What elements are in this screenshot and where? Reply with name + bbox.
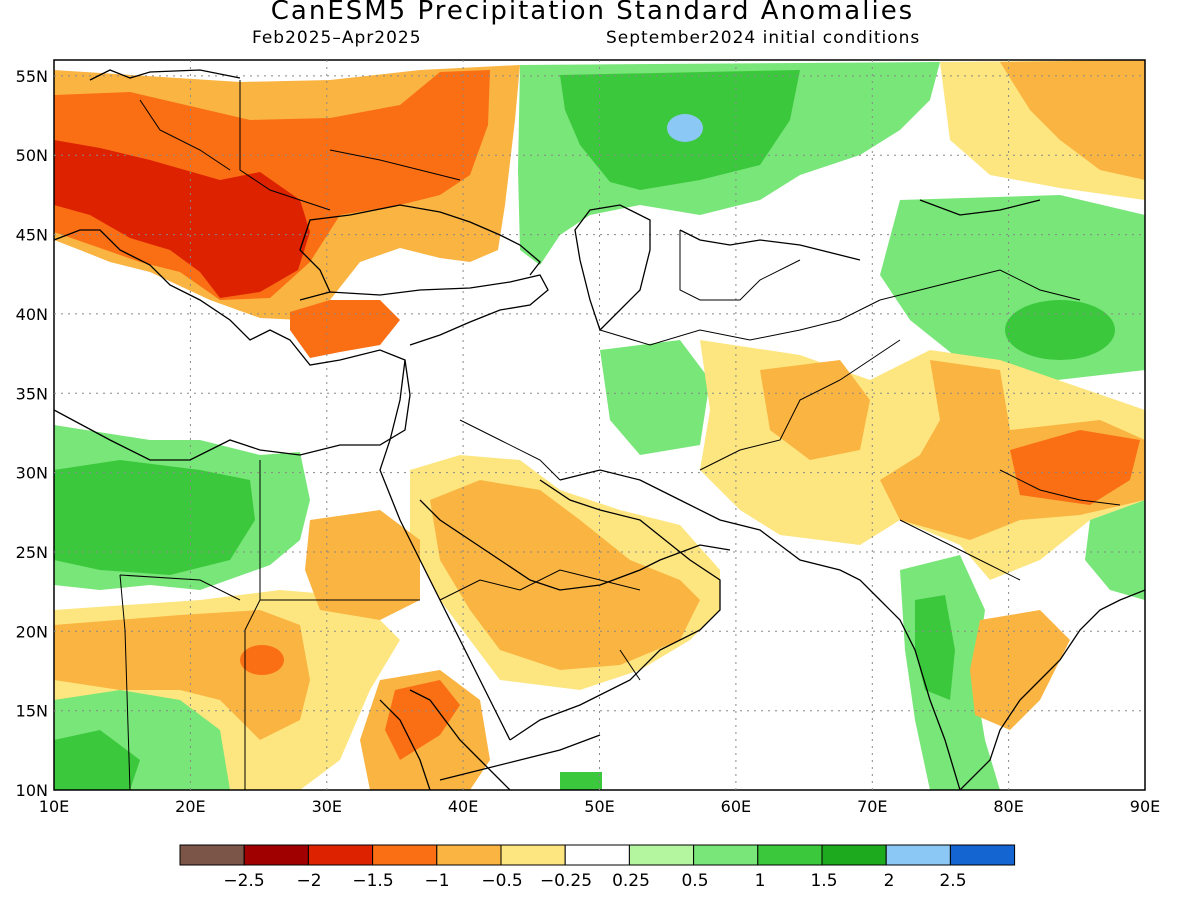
dry-field-mongolia-core [1000, 60, 1145, 180]
dry-field-turkey [290, 300, 400, 358]
longitude-labels: 10E 20E 30E 40E 50E 60E 70E 80E 90E [39, 797, 1160, 816]
colorbar-swatch [693, 844, 759, 866]
lat-label: 15N [16, 702, 48, 721]
colorbar-label: −2.5 [223, 871, 264, 891]
wet-field-kazakh-peak [667, 114, 703, 142]
dry-field-sahel-core [240, 645, 284, 675]
colorbar-label: 2 [884, 871, 895, 891]
lat-label: 30N [16, 464, 48, 483]
dry-field-sudan [305, 510, 420, 620]
lon-label: 60E [721, 797, 751, 816]
lat-label: 25N [16, 543, 48, 562]
lon-label: 50E [584, 797, 614, 816]
lat-label: 35N [16, 384, 48, 403]
colorbar-swatch [179, 844, 245, 866]
anomaly-fields [54, 60, 1145, 790]
colorbar-labels: −2.5 −2 −1.5 −1 −0.5 −0.25 0.25 0.5 1 1.… [223, 871, 966, 891]
colorbar-label: −1 [424, 871, 449, 891]
wet-field-central-africa-core [54, 730, 140, 790]
initial-conditions: September2024 initial conditions [606, 28, 921, 48]
wet-field-india-core [915, 595, 955, 700]
map-title: CanESM5 Precipitation Standard Anomalies [270, 0, 915, 26]
colorbar-swatch [628, 844, 695, 866]
lon-label: 90E [1130, 797, 1160, 816]
colorbar-swatch [949, 844, 1016, 866]
colorbar-swatch [500, 844, 566, 866]
lat-label: 40N [16, 305, 48, 324]
lat-label: 55N [16, 67, 48, 86]
wet-field-sahara-core [54, 460, 255, 575]
colorbar-label: −0.5 [481, 871, 522, 891]
colorbar-swatch [243, 844, 309, 866]
lon-label: 30E [312, 797, 342, 816]
colorbar-swatch [564, 844, 630, 866]
wet-field-tarim [880, 195, 1145, 382]
wet-field-myanmar [1085, 500, 1145, 600]
dry-field-east-india [970, 610, 1070, 730]
country-borders [119, 80, 1121, 790]
lat-label: 10N [16, 781, 48, 800]
colorbar-label: 1.5 [810, 871, 837, 891]
colorbar-swatch [436, 844, 502, 866]
colorbar-label: 0.5 [681, 871, 708, 891]
dry-field-ethiopia-core [385, 680, 460, 760]
colorbar-label: −0.25 [540, 871, 592, 891]
gridlines [54, 60, 1145, 790]
colorbar-label: −1.5 [352, 871, 393, 891]
forecast-period: Feb2025–Apr2025 [252, 28, 422, 48]
lon-label: 70E [857, 797, 887, 816]
dry-field-himalaya-strong [1010, 430, 1140, 505]
coastlines [54, 69, 1145, 790]
colorbar-label: 2.5 [939, 871, 966, 891]
wet-field-iran-north [600, 340, 710, 455]
colorbar [179, 844, 1016, 866]
dry-field-arabia-moderate [430, 480, 700, 670]
colorbar-label: −2 [296, 871, 321, 891]
colorbar-swatch [821, 844, 887, 866]
colorbar-label: 1 [755, 871, 766, 891]
lon-label: 80E [993, 797, 1023, 816]
lon-label: 40E [448, 797, 478, 816]
lat-label: 45N [16, 226, 48, 245]
lat-label: 20N [16, 622, 48, 641]
colorbar-swatch [885, 844, 951, 866]
dry-field-sahel-moderate [54, 610, 310, 740]
latitude-labels: 10N 15N 20N 25N 30N 35N 40N 45N 50N 55N [16, 67, 48, 800]
colorbar-swatch [372, 844, 438, 866]
colorbar-swatch [307, 844, 374, 866]
wet-field-gulf-aden [560, 772, 602, 790]
wet-field-tarim-core [1005, 300, 1115, 360]
colorbar-swatch [757, 844, 823, 866]
lat-label: 50N [16, 146, 48, 165]
lon-label: 10E [39, 797, 69, 816]
lon-label: 20E [175, 797, 205, 816]
colorbar-label: 0.25 [612, 871, 650, 891]
dry-field-europe-strong [54, 140, 310, 298]
